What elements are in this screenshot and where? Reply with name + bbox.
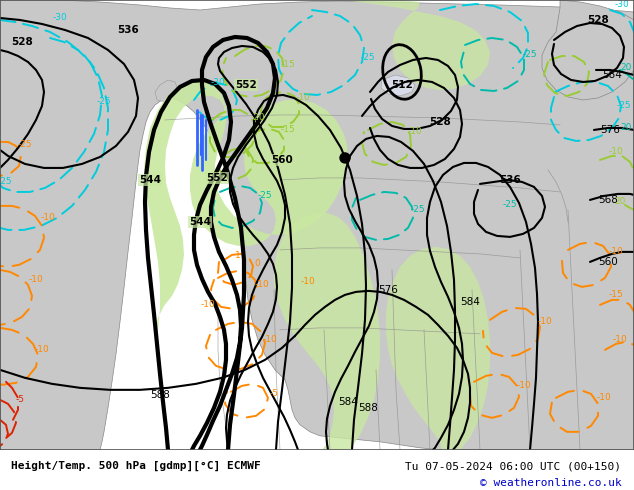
Polygon shape [381, 75, 415, 96]
Text: -10: -10 [612, 335, 628, 344]
Text: 588: 588 [358, 403, 378, 413]
Polygon shape [340, 0, 490, 90]
Text: -5: -5 [269, 390, 278, 398]
Text: -25: -25 [522, 50, 537, 59]
Text: -20: -20 [250, 114, 265, 122]
Text: -25: -25 [617, 101, 631, 110]
Text: -25: -25 [257, 192, 273, 200]
Text: -15: -15 [609, 291, 623, 299]
Text: 588: 588 [150, 390, 170, 400]
Text: -10: -10 [29, 275, 43, 284]
Polygon shape [274, 213, 380, 450]
Text: 528: 528 [11, 37, 33, 47]
Text: 584: 584 [602, 70, 622, 80]
Text: -10: -10 [609, 247, 623, 256]
Text: Height/Temp. 500 hPa [gdmp][°C] ECMWF: Height/Temp. 500 hPa [gdmp][°C] ECMWF [11, 461, 261, 471]
Text: 512: 512 [391, 80, 413, 90]
Text: -10: -10 [41, 214, 55, 222]
Text: 576: 576 [378, 285, 398, 295]
Text: 544: 544 [189, 217, 211, 227]
Text: -30: -30 [53, 14, 67, 23]
Text: -10: -10 [408, 127, 422, 136]
Text: -10: -10 [295, 94, 311, 102]
Text: -15: -15 [281, 125, 295, 134]
Text: -25: -25 [411, 205, 425, 215]
Text: 576: 576 [600, 125, 620, 135]
Text: -25: -25 [361, 53, 375, 63]
Text: -5: -5 [15, 395, 25, 404]
Text: -25: -25 [503, 200, 517, 209]
Text: -10: -10 [255, 280, 269, 290]
Text: -10: -10 [517, 381, 531, 391]
Text: -10: -10 [538, 318, 552, 326]
Text: 536: 536 [499, 175, 521, 185]
Text: 0: 0 [254, 259, 260, 269]
Text: 584: 584 [460, 297, 480, 307]
Polygon shape [144, 80, 348, 350]
Polygon shape [542, 0, 634, 100]
Text: -10: -10 [262, 335, 278, 344]
Text: 584: 584 [338, 397, 358, 407]
Text: 20: 20 [614, 197, 626, 206]
Text: -10: -10 [597, 393, 611, 402]
Text: -30: -30 [614, 0, 630, 9]
Polygon shape [155, 80, 178, 102]
Text: -25: -25 [18, 141, 32, 149]
Text: 552: 552 [235, 80, 257, 90]
Text: 536: 536 [117, 25, 139, 35]
Text: 20: 20 [620, 64, 631, 73]
Text: -30: -30 [210, 78, 225, 88]
Text: -25: -25 [97, 98, 112, 106]
Text: Tu 07-05-2024 06:00 UTC (00+150): Tu 07-05-2024 06:00 UTC (00+150) [405, 461, 621, 471]
Text: 544: 544 [139, 175, 161, 185]
Text: 20: 20 [620, 123, 631, 132]
Text: 552: 552 [206, 173, 228, 183]
Text: © weatheronline.co.uk: © weatheronline.co.uk [479, 478, 621, 488]
Text: -10: -10 [200, 300, 216, 309]
Text: -10: -10 [301, 277, 315, 286]
Text: 528: 528 [587, 15, 609, 25]
Polygon shape [386, 247, 490, 450]
Text: 560: 560 [598, 257, 618, 267]
Text: 1: 1 [235, 251, 241, 260]
Text: -25: -25 [0, 177, 12, 186]
Text: -10: -10 [609, 147, 623, 156]
Text: -15: -15 [281, 60, 295, 70]
Circle shape [340, 153, 350, 163]
Text: 568: 568 [598, 195, 618, 205]
Text: 560: 560 [271, 155, 293, 165]
Text: -10: -10 [35, 345, 49, 354]
Polygon shape [0, 0, 634, 450]
Text: 528: 528 [429, 117, 451, 127]
